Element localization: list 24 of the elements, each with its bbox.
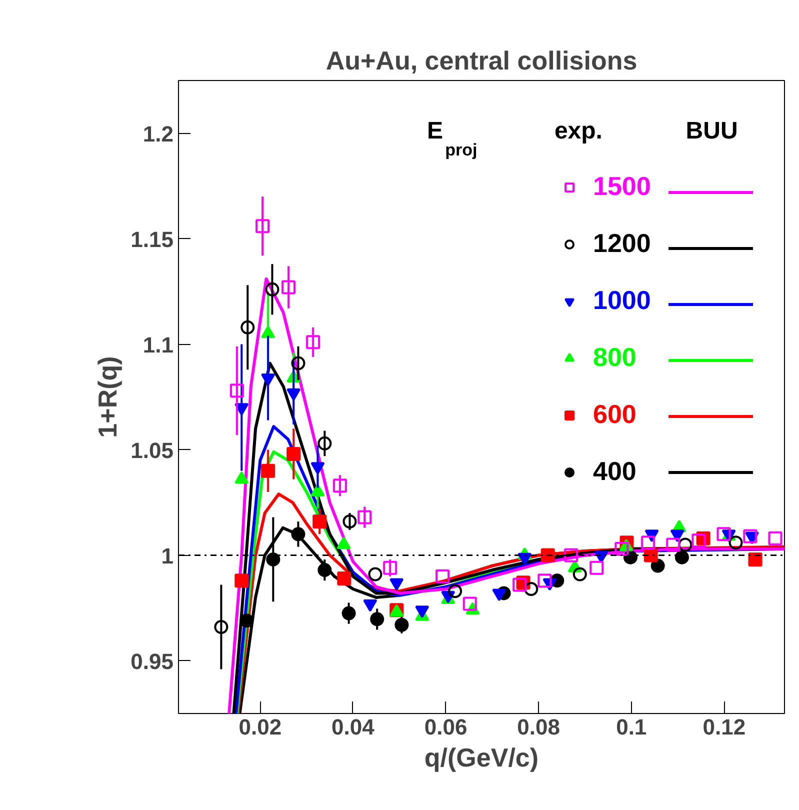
x-tick-label: 0.04 bbox=[332, 714, 376, 740]
x-tick-label: 0.1 bbox=[616, 714, 647, 740]
x-tick-label: 0.12 bbox=[702, 714, 746, 740]
legend-label: 1500 bbox=[593, 171, 651, 202]
legend-label: 600 bbox=[593, 399, 636, 430]
legend-label: 800 bbox=[593, 342, 636, 373]
y-tick-label: 1.15 bbox=[130, 226, 174, 252]
y-tick-label: 1.05 bbox=[130, 438, 174, 463]
y-tick-label: 1 bbox=[161, 543, 174, 568]
legend-label: 400 bbox=[593, 456, 636, 487]
legend-title: Eproj bbox=[426, 118, 478, 160]
x-tick-label: 0.02 bbox=[238, 714, 282, 740]
y-tick-label: 0.95 bbox=[130, 648, 174, 674]
annotation: exp. bbox=[554, 118, 602, 145]
x-tick-label: 0.08 bbox=[517, 714, 560, 740]
y-tick-label: 1.1 bbox=[142, 332, 174, 358]
legend-label: 1000 bbox=[593, 285, 651, 316]
annotation: BUU bbox=[686, 118, 738, 145]
legend-label: 1200 bbox=[593, 228, 651, 259]
x-axis-title: q/(GeV/c) bbox=[424, 742, 539, 772]
x-tick-label: 0.06 bbox=[424, 714, 468, 740]
y-axis-title: 1+R(q) bbox=[92, 356, 123, 438]
y-tick-label: 1.2 bbox=[142, 121, 174, 146]
chart-title: Au+Au, central collisions bbox=[326, 46, 638, 76]
